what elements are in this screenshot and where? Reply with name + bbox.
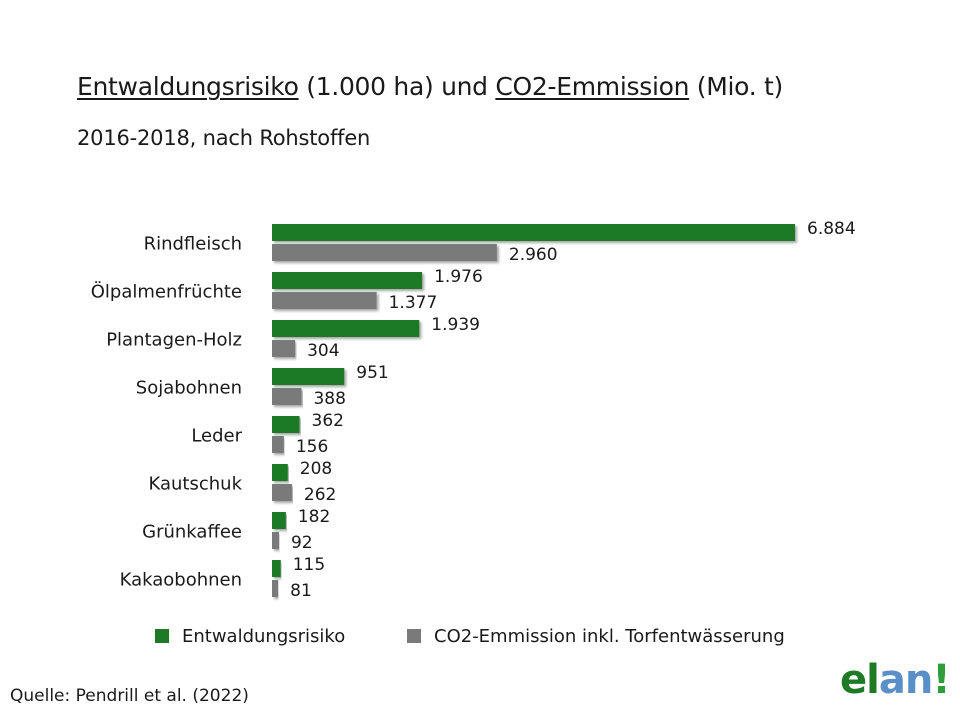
title-deforestation: Entwaldungsrisiko (77, 72, 299, 101)
bar-co2-sojabohnen (272, 388, 302, 405)
bar-deforestation-gruenkaffee (272, 512, 286, 529)
chart-subtitle: 2016-2018, nach Rohstoffen (77, 126, 371, 150)
value-label-deforestation-oelpalmenfruechte: 1.976 (434, 267, 483, 287)
bar-co2-leder (272, 436, 284, 453)
bar-deforestation-oelpalmenfruechte (272, 272, 423, 289)
category-label-plantagen-holz: Plantagen-Holz (106, 330, 242, 351)
bars-group: Rindfleisch 6.884 2.960 Ölpalmenfrüchte 1.97… (91, 219, 856, 601)
chart-title: Entwaldungsrisiko (1.000 ha) und CO2-Emm… (77, 72, 783, 101)
bar-deforestation-rindfleisch (272, 224, 795, 241)
logo-part-el: el (840, 657, 880, 703)
category-label-kakaobohnen: Kakaobohnen (120, 570, 242, 591)
value-label-co2-gruenkaffee: 92 (291, 533, 313, 553)
value-label-deforestation-plantagen-holz: 1.939 (431, 315, 480, 335)
bar-deforestation-kakaobohnen (272, 560, 281, 577)
category-label-kautschuk: Kautschuk (149, 474, 243, 495)
value-label-co2-oelpalmenfruechte: 1.377 (389, 293, 438, 313)
value-label-co2-rindfleisch: 2.960 (509, 245, 558, 265)
bar-co2-plantagen-holz (272, 340, 296, 357)
category-label-sojabohnen: Sojabohnen (136, 378, 242, 399)
bar-deforestation-plantagen-holz (272, 320, 420, 337)
legend-swatch-deforestation (155, 629, 169, 643)
bar-co2-kakaobohnen (272, 580, 279, 597)
bar-co2-rindfleisch (272, 244, 497, 261)
value-label-deforestation-gruenkaffee: 182 (298, 507, 330, 527)
value-label-co2-leder: 156 (296, 437, 328, 457)
logo-part-an: an (878, 657, 933, 703)
logo-part-excl: ! (932, 657, 950, 703)
value-label-co2-kautschuk: 262 (304, 485, 336, 505)
value-label-deforestation-kakaobohnen: 115 (293, 555, 325, 575)
elan-logo: elan! (840, 657, 951, 703)
legend-deforestation: Entwaldungsrisiko (155, 624, 345, 648)
legend-co2: CO2-Emmission inkl. Torfentwässerung (407, 624, 785, 648)
title-unit-ha: (1.000 ha) und (298, 72, 496, 101)
value-label-deforestation-rindfleisch: 6.884 (807, 219, 856, 239)
value-label-deforestation-kautschuk: 208 (300, 459, 332, 479)
value-label-deforestation-sojabohnen: 951 (356, 363, 388, 383)
category-label-rindfleisch: Rindfleisch (144, 234, 242, 255)
bar-deforestation-kautschuk (272, 464, 288, 481)
category-label-oelpalmenfruechte: Ölpalmenfrüchte (91, 281, 242, 303)
bar-co2-gruenkaffee (272, 532, 279, 549)
value-label-co2-plantagen-holz: 304 (307, 341, 339, 361)
bar-deforestation-leder (272, 416, 300, 433)
legend-label-co2: CO2-Emmission inkl. Torfentwässerung (434, 625, 785, 647)
category-label-gruenkaffee: Grünkaffee (142, 522, 242, 543)
value-label-co2-kakaobohnen: 81 (290, 581, 312, 601)
bar-deforestation-sojabohnen (272, 368, 345, 385)
title-co2: CO2-Emmission (495, 72, 690, 101)
category-label-leder: Leder (191, 426, 242, 447)
source-note: Quelle: Pendrill et al. (2022) (10, 686, 249, 706)
legend-label-deforestation: Entwaldungsrisiko (182, 625, 346, 647)
value-label-co2-sojabohnen: 388 (313, 389, 345, 409)
value-label-deforestation-leder: 362 (312, 411, 344, 431)
legend-swatch-co2 (407, 629, 421, 643)
bar-co2-oelpalmenfruechte (272, 292, 377, 309)
bar-co2-kautschuk (272, 484, 292, 501)
title-unit-t: (Mio. t) (689, 72, 783, 101)
